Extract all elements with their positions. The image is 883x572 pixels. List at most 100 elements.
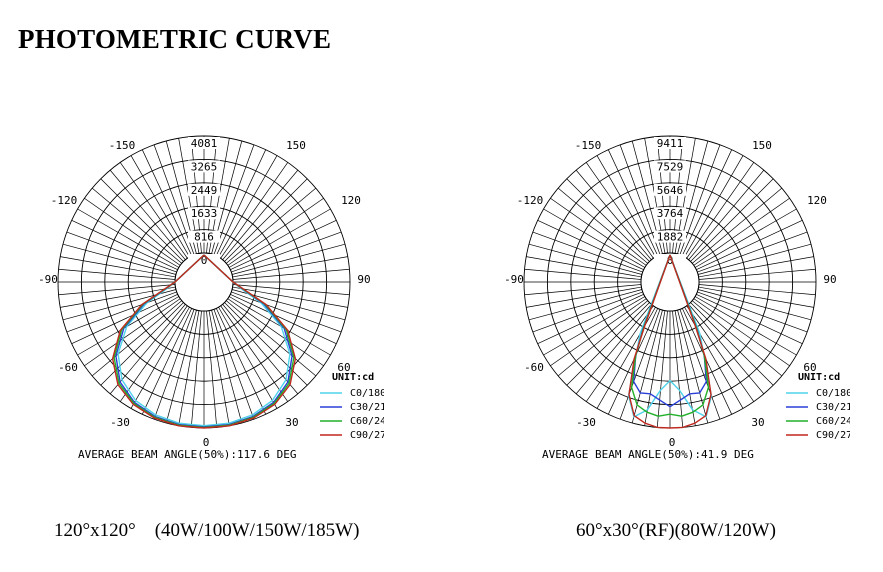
ring-label: 9411: [657, 137, 684, 150]
grid-spoke: [130, 306, 190, 409]
ring-label: 0: [201, 254, 208, 267]
grid-spoke: [619, 309, 661, 420]
ring-label-bg: [188, 160, 220, 173]
grid-spoke: [543, 296, 646, 356]
grid-spoke: [698, 268, 816, 280]
grid-spoke: [607, 308, 659, 415]
grid-spoke: [119, 305, 188, 402]
series-line-C90-270: [628, 254, 712, 429]
ring-label-bg: [654, 137, 686, 149]
legend-label: C0/180: [350, 388, 384, 399]
angle-label: 0: [203, 436, 210, 449]
grid-spoke: [109, 169, 186, 261]
grid-spoke: [690, 178, 774, 262]
angle-label: 120: [807, 194, 827, 207]
legend-bg: [782, 402, 850, 414]
angle-label: -90: [38, 273, 58, 286]
grid-spoke: [575, 169, 652, 261]
legend-label: C60/240: [350, 416, 384, 427]
angle-label: 120: [341, 194, 361, 207]
grid-spoke: [215, 149, 267, 256]
legend-bg: [316, 402, 384, 414]
grid-spoke: [222, 169, 299, 261]
grid-spoke: [232, 286, 348, 308]
grid-spoke: [141, 149, 193, 256]
ring-label: 7529: [657, 160, 684, 173]
grid-spoke: [208, 310, 230, 426]
angle-label: -30: [110, 416, 130, 429]
grid-spoke: [225, 300, 317, 377]
grid-spoke: [644, 310, 666, 426]
grid-spoke: [62, 243, 177, 275]
angle-label: -120: [517, 194, 544, 207]
grid-spoke: [543, 208, 646, 268]
grid-spoke: [679, 309, 721, 420]
grid-spoke: [58, 268, 176, 280]
grid-spoke: [231, 231, 342, 273]
series-line-C60-240: [630, 254, 710, 417]
grid-spoke: [566, 302, 650, 386]
grid-spoke: [696, 293, 803, 345]
grid-spoke: [91, 187, 183, 264]
grid-spoke: [91, 300, 183, 377]
grid-spoke: [230, 219, 337, 271]
grid-spoke: [672, 310, 684, 428]
polar-chart-svg-left: 4081 3265 2449 1633 816 0 -150 150 -120 120 -90 90 -…: [38, 135, 384, 461]
legend-bg: [316, 416, 384, 428]
grid-spoke: [698, 286, 814, 308]
grid-spoke: [619, 144, 661, 255]
grid-spoke: [220, 162, 289, 259]
grid-spoke: [697, 289, 812, 321]
polar-chart-svg-right: 9411 7529 5646 3764 1882 0 -150 150 -120 120 -90 90…: [504, 135, 850, 461]
grid-spoke: [686, 305, 755, 402]
angle-label: 150: [752, 139, 772, 152]
legend-label: C30/210: [350, 402, 384, 413]
grid-spoke: [688, 169, 765, 261]
grid-spoke: [679, 144, 721, 255]
angle-label: 60: [337, 361, 350, 374]
grid-spoke: [222, 303, 299, 395]
grid-spoke: [119, 162, 188, 259]
grid-spoke: [141, 308, 193, 415]
grid-spoke: [190, 310, 202, 428]
angle-label: -30: [576, 416, 596, 429]
ring-label-bg: [654, 207, 686, 220]
grid-spoke: [691, 300, 783, 377]
grid-spoke: [698, 256, 814, 278]
ring-label-bg: [654, 254, 686, 266]
angle-label: -90: [504, 273, 524, 286]
ring-label-bg: [654, 230, 686, 243]
grid-spoke: [178, 310, 200, 426]
ring-label-bg: [188, 230, 220, 243]
ring-label: 5646: [657, 184, 684, 197]
grid-spoke: [575, 303, 652, 395]
grid-spoke: [526, 286, 642, 308]
grid-spoke: [153, 144, 195, 255]
grid-spoke: [596, 155, 656, 258]
grid-spoke: [631, 309, 663, 424]
grid-spoke: [698, 284, 816, 296]
ring-label: 4081: [191, 137, 218, 150]
grid-spoke: [550, 197, 647, 266]
grid-spoke: [686, 162, 755, 259]
legend-label: C90/270: [816, 430, 850, 441]
grid-spoke: [690, 302, 774, 386]
grid-spoke: [656, 310, 668, 428]
legend-label: C30/210: [816, 402, 850, 413]
grid-spoke: [693, 298, 790, 367]
angle-label: 150: [286, 139, 306, 152]
grid-spoke: [66, 231, 177, 273]
legend-bg: [782, 416, 850, 428]
grid-spoke: [528, 243, 643, 275]
grid-spoke: [528, 289, 643, 321]
grid-spoke: [77, 208, 180, 268]
grid-spoke: [684, 155, 744, 258]
grid-spoke: [71, 219, 178, 271]
grid-spoke: [130, 155, 190, 258]
grid-spoke: [71, 293, 178, 345]
grid-spoke: [681, 308, 733, 415]
grid-spoke: [524, 284, 642, 296]
grid-spoke: [66, 291, 177, 333]
grid-spoke: [231, 291, 342, 333]
ring-label: 1633: [191, 207, 218, 220]
